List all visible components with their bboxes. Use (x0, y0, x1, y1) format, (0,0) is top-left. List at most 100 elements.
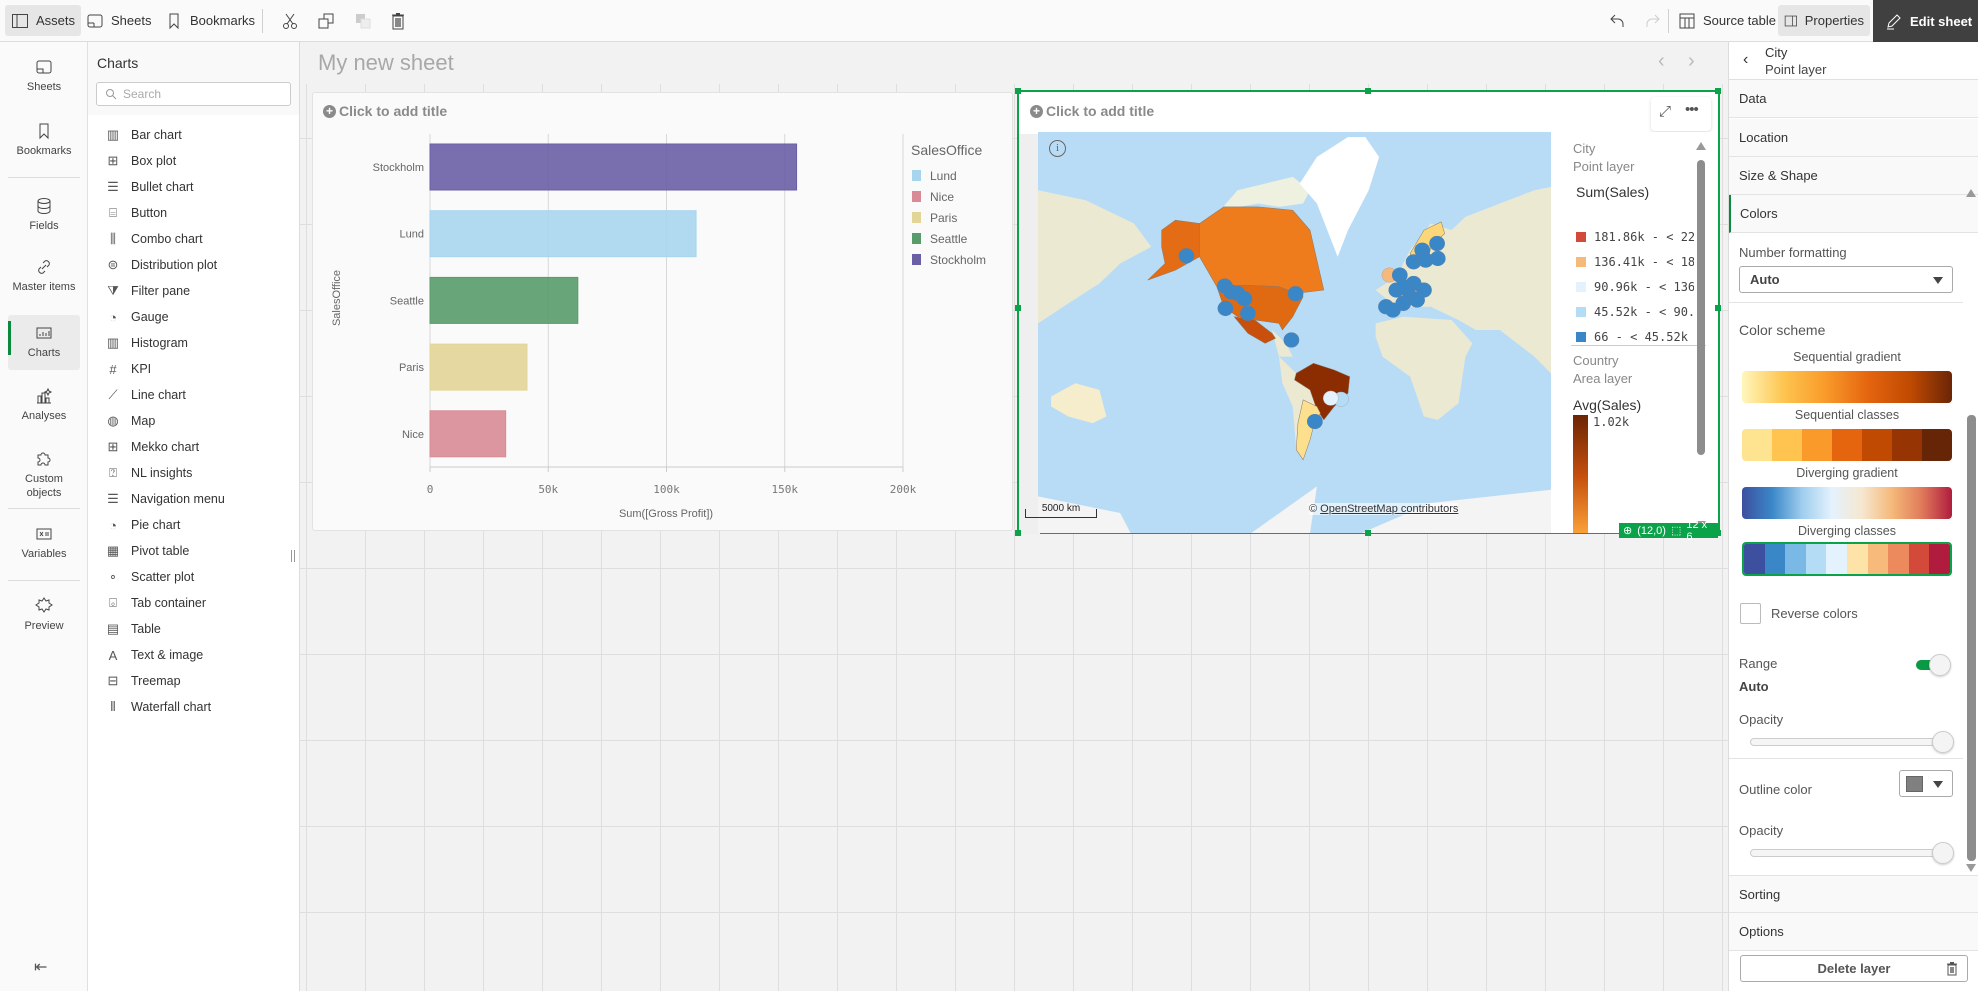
city-point[interactable] (1178, 248, 1195, 264)
map-card[interactable]: + Click to add title ⤢ ••• i 5000 km © Op… (1017, 90, 1720, 543)
resize-handle[interactable] (291, 550, 295, 562)
properties-button[interactable]: Properties (1778, 5, 1870, 36)
outline-color-picker[interactable] (1899, 770, 1953, 797)
legend-class[interactable]: 90.96k - < 136.41 (1576, 280, 1694, 294)
legend-scrollbar[interactable] (1697, 160, 1705, 455)
section-sorting[interactable]: Sorting (1729, 875, 1978, 913)
city-point[interactable] (1385, 302, 1401, 318)
bar-stockholm[interactable] (429, 143, 798, 191)
asset-item-bullet-chart[interactable]: ☰ Bullet chart (104, 176, 289, 198)
cut-button[interactable] (275, 5, 305, 36)
sheets-button[interactable]: Sheets (80, 5, 157, 36)
section-options[interactable]: Options (1729, 913, 1978, 951)
legend-class[interactable]: 136.41k - < 181.8 (1576, 255, 1694, 269)
expand-icon[interactable]: ⤢ (1659, 103, 1672, 120)
resize-handle[interactable] (1365, 88, 1371, 94)
section-colors[interactable]: Colors (1729, 195, 1978, 233)
edit-sheet-button[interactable]: Edit sheet (1873, 0, 1978, 42)
asset-item-navigation-menu[interactable]: ☰ Navigation menu (104, 488, 289, 510)
legend-item[interactable]: Seattle (930, 232, 968, 246)
resize-handle[interactable] (1715, 88, 1721, 94)
legend-scroll-up[interactable] (1696, 142, 1706, 150)
asset-item-nl-insights[interactable]: ⍰ NL insights (104, 462, 289, 484)
scheme-diverging-gradient[interactable] (1742, 487, 1952, 519)
undo-button[interactable] (1602, 5, 1632, 36)
legend-class[interactable]: 66 - < 45.52k (1576, 330, 1694, 344)
outline-opacity-slider-knob[interactable] (1932, 842, 1954, 864)
section-size-shape[interactable]: Size & Shape (1729, 157, 1978, 195)
more-options-icon[interactable]: ••• (1685, 101, 1699, 118)
copy-button[interactable] (311, 5, 341, 36)
panel-scrollbar[interactable] (1967, 415, 1976, 861)
outline-opacity-slider[interactable] (1750, 849, 1953, 857)
reverse-colors-checkbox[interactable] (1740, 603, 1761, 624)
previous-sheet-button[interactable]: ‹ (1658, 50, 1665, 72)
section-location[interactable]: Location (1729, 119, 1978, 157)
asset-item-scatter-plot[interactable]: ∘ Scatter plot (104, 566, 289, 588)
legend-item[interactable]: Stockholm (930, 253, 986, 267)
asset-item-pie-chart[interactable]: ◔ Pie chart (104, 514, 289, 536)
add-title-button[interactable]: + Click to add title (323, 103, 447, 119)
source-table-button[interactable]: Source table (1672, 5, 1782, 36)
asset-item-distribution-plot[interactable]: ⊜ Distribution plot (104, 254, 289, 276)
opacity-slider-knob[interactable] (1932, 731, 1954, 753)
rail-item-sheets[interactable]: Sheets (8, 58, 80, 93)
asset-item-box-plot[interactable]: ⊞ Box plot (104, 150, 289, 172)
scheme-diverging-classes[interactable] (1742, 542, 1952, 576)
rail-item-bookmarks[interactable]: Bookmarks (8, 122, 80, 157)
range-toggle-knob[interactable] (1929, 654, 1951, 676)
asset-item-mekko-chart[interactable]: ⊞ Mekko chart (104, 436, 289, 458)
legend-class[interactable]: 181.86k - < 227.3 (1576, 230, 1694, 244)
city-point[interactable] (1287, 286, 1304, 302)
collapse-panel-icon[interactable]: ⇤ (34, 959, 48, 976)
resize-handle[interactable] (1715, 305, 1721, 311)
asset-item-histogram[interactable]: ▥ Histogram (104, 332, 289, 354)
city-point[interactable] (1307, 413, 1323, 430)
bar-lund[interactable] (429, 210, 697, 258)
asset-item-treemap[interactable]: ⊟ Treemap (104, 670, 289, 692)
asset-item-kpi[interactable]: # KPI (104, 358, 289, 380)
resize-handle[interactable] (1015, 530, 1021, 536)
city-point[interactable] (1236, 291, 1253, 307)
resize-handle[interactable] (1365, 530, 1371, 536)
number-formatting-dropdown[interactable]: Auto (1739, 266, 1953, 293)
bar-nice[interactable] (429, 410, 507, 458)
asset-item-pivot-table[interactable]: ▦ Pivot table (104, 540, 289, 562)
add-title-button[interactable]: + Click to add title (1030, 103, 1154, 119)
back-chevron-icon[interactable]: ‹ (1743, 51, 1749, 68)
info-icon[interactable]: i (1049, 140, 1066, 157)
rail-item-master-items[interactable]: Master items (8, 258, 80, 293)
osm-link[interactable]: OpenStreetMap contributors (1320, 503, 1459, 515)
city-point[interactable] (1429, 250, 1446, 267)
asset-item-gauge[interactable]: ◔ Gauge (104, 306, 289, 328)
legend-class[interactable]: 45.52k - < 90.96k (1576, 305, 1694, 319)
bar-paris[interactable] (429, 343, 528, 391)
city-point[interactable] (1217, 300, 1234, 316)
section-data[interactable]: Data (1729, 80, 1978, 118)
rail-item-custom-objects[interactable]: Custom objects (8, 449, 80, 500)
rail-item-fields[interactable]: Fields (8, 197, 80, 232)
delete-button[interactable] (383, 5, 413, 36)
resize-handle[interactable] (1015, 88, 1021, 94)
search-input[interactable]: Search (96, 82, 291, 106)
map[interactable] (1038, 132, 1551, 533)
opacity-slider[interactable] (1750, 738, 1953, 746)
rail-item-analyses[interactable]: Analyses (8, 387, 80, 422)
resize-handle[interactable] (1715, 530, 1721, 536)
scheme-sequential-classes[interactable] (1742, 429, 1952, 461)
city-point[interactable] (1240, 305, 1256, 321)
scroll-up-icon[interactable] (1966, 189, 1976, 197)
city-point[interactable] (1429, 235, 1445, 252)
city-point[interactable] (1409, 292, 1425, 308)
bookmarks-button[interactable]: Bookmarks (159, 5, 261, 36)
sheet-title[interactable]: My new sheet (318, 50, 454, 75)
next-sheet-button[interactable]: › (1688, 50, 1695, 72)
legend-item[interactable]: Paris (930, 211, 957, 225)
asset-item-waterfall-chart[interactable]: ⫴ Waterfall chart (104, 696, 289, 718)
assets-button[interactable]: Assets (5, 5, 82, 36)
asset-item-line-chart[interactable]: ⟋ Line chart (104, 384, 289, 406)
delete-layer-button[interactable]: Delete layer (1740, 955, 1968, 982)
asset-item-bar-chart[interactable]: ▥ Bar chart (104, 124, 289, 146)
rail-item-variables[interactable]: Variables (8, 525, 80, 560)
asset-item-button[interactable]: ⌸ Button (104, 202, 289, 224)
